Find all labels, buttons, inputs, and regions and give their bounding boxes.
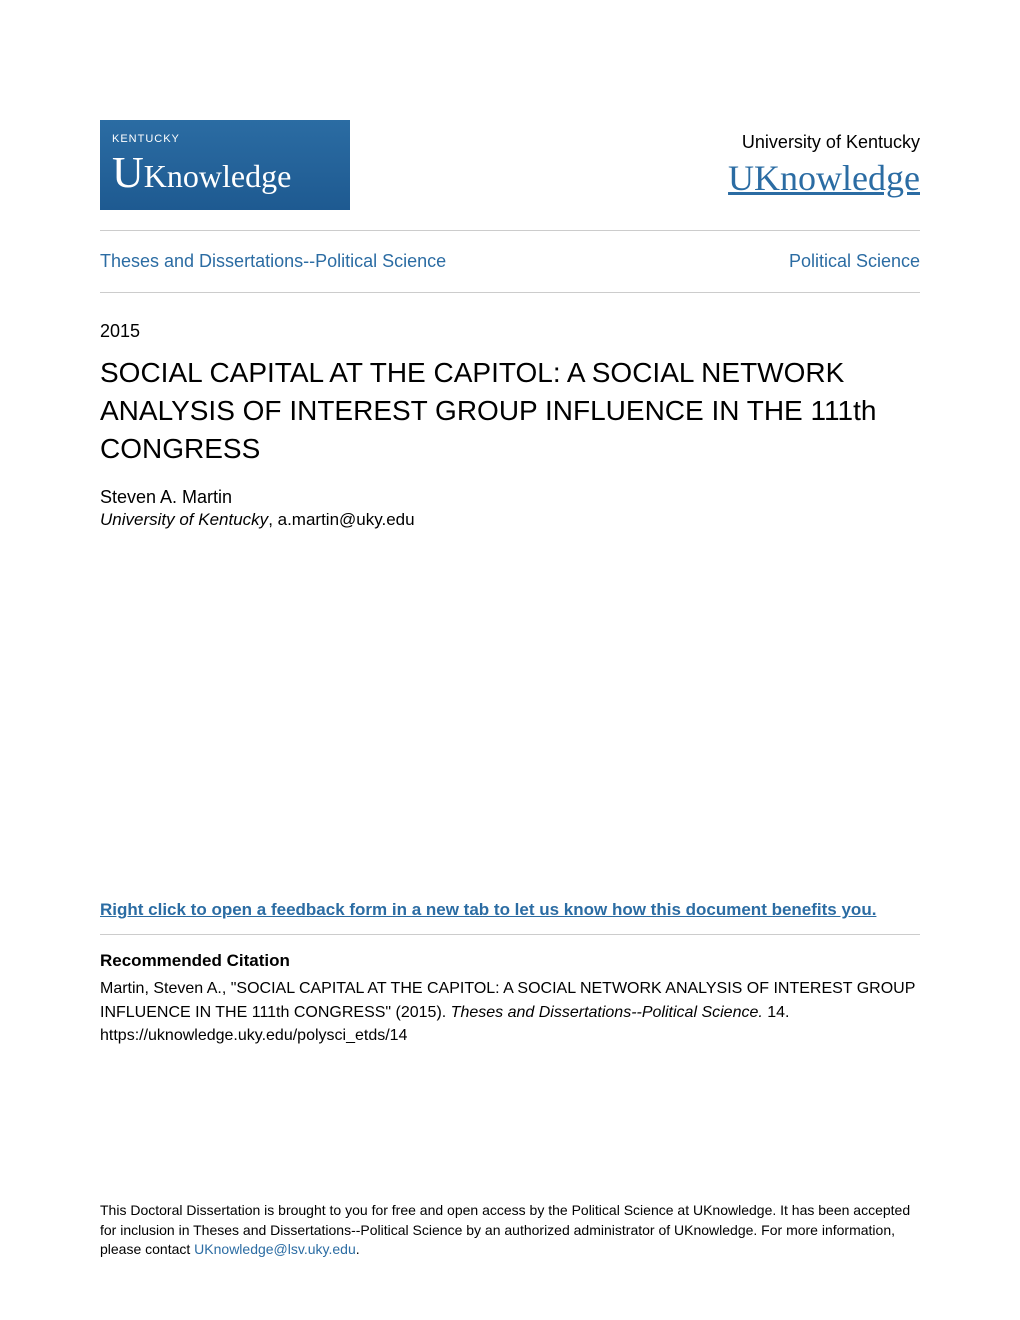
paper-title: SOCIAL CAPITAL AT THE CAPITOL: A SOCIAL … [100,354,920,467]
logo-top-line: KENTUCKY [112,133,350,145]
citation-text-post: 14. [763,1004,790,1021]
feedback-link[interactable]: Right click to open a feedback form in a… [100,900,920,920]
citation-url: https://uknowledge.uky.edu/polysci_etds/… [100,1027,407,1044]
citation-series: Theses and Dissertations--Political Scie… [451,1004,763,1021]
author-name: Steven A. Martin [100,487,920,508]
citation-heading: Recommended Citation [100,951,920,971]
divider-nav-bottom [100,292,920,293]
uknowledge-logo[interactable]: KENTUCKY UKnowledge [100,120,350,210]
author-institution: University of Kentucky [100,510,268,529]
header-right: University of Kentucky UKnowledge [728,132,920,199]
nav-collection-link[interactable]: Theses and Dissertations--Political Scie… [100,251,446,272]
author-affiliation: University of Kentucky, a.martin@uky.edu [100,510,920,530]
citation-body: Martin, Steven A., "SOCIAL CAPITAL AT TH… [100,977,920,1047]
institution-name: University of Kentucky [728,132,920,153]
nav-department-link[interactable]: Political Science [789,251,920,272]
author-email: , a.martin@uky.edu [268,510,414,529]
page-header: KENTUCKY UKnowledge University of Kentuc… [100,120,920,210]
contact-email-link[interactable]: UKnowledge@lsv.uky.edu [194,1241,356,1257]
site-name-link[interactable]: UKnowledge [728,158,920,198]
divider-feedback [100,934,920,935]
access-text-post: . [356,1241,360,1257]
publication-year: 2015 [100,321,920,342]
logo-rest: Knowledge [144,158,292,194]
logo-main-text: UKnowledge [112,147,350,198]
breadcrumb-nav: Theses and Dissertations--Political Scie… [100,245,920,278]
access-statement: This Doctoral Dissertation is brought to… [100,1201,920,1260]
divider-top [100,230,920,231]
logo-initial: U [112,148,144,197]
spacer [100,530,920,900]
